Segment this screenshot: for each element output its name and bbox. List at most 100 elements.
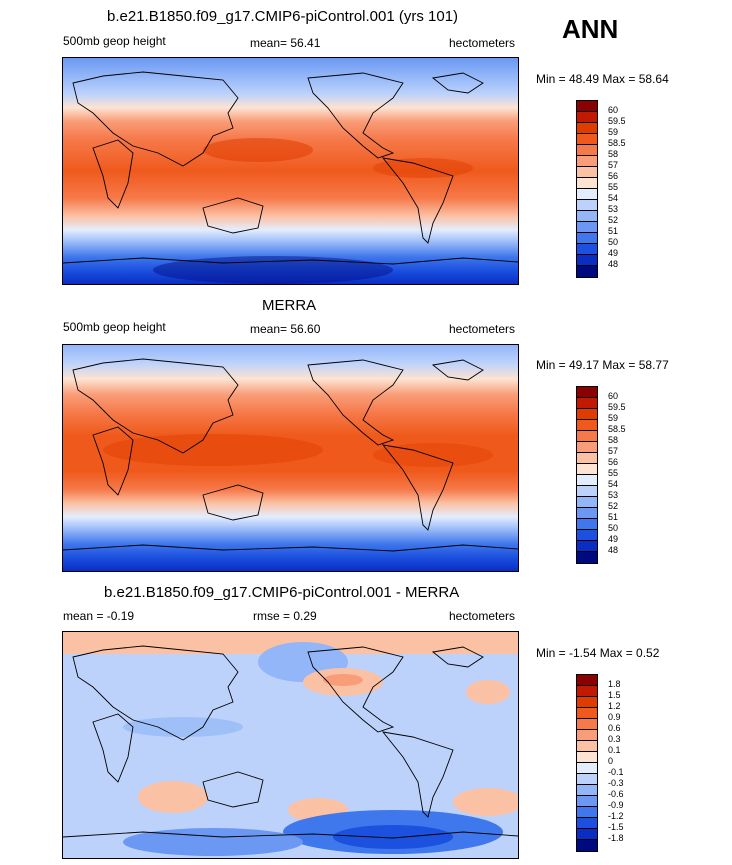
panel3-minmax-label: Min = -1.54 Max = 0.52	[536, 646, 660, 660]
panel2-cbar-box	[577, 552, 597, 563]
panel3-cbar-box	[577, 752, 597, 763]
panel2-cbar-box	[577, 431, 597, 442]
panel3-warm-npacific-core	[323, 674, 363, 686]
cbar-label: 59	[608, 413, 619, 423]
cbar-label: 1.5	[608, 690, 621, 700]
cbar-label: -1.5	[608, 822, 624, 832]
panel1-cbar-box	[577, 244, 597, 255]
panel3-cbar-box	[577, 829, 597, 840]
panel3-map	[62, 631, 519, 859]
panel1-cbar-box	[577, 266, 597, 277]
panel1-cbar-box	[577, 167, 597, 178]
panel1-field	[63, 58, 518, 284]
panel2-title: MERRA	[262, 297, 317, 314]
panel2-cbar-box	[577, 464, 597, 475]
cbar-label: 55	[608, 182, 619, 192]
cbar-label: 0	[608, 756, 614, 766]
cbar-label: 51	[608, 226, 619, 236]
cbar-label: -0.3	[608, 778, 624, 788]
cbar-label: -1.2	[608, 811, 624, 821]
panel2-cbar-box	[577, 497, 597, 508]
panel2-cbar-box	[577, 508, 597, 519]
cbar-label: -0.1	[608, 767, 624, 777]
panel2-map-svg	[63, 345, 518, 571]
panel3-map-svg	[63, 632, 518, 858]
panel2-colorbar	[576, 386, 598, 564]
panel3-cbar-box	[577, 741, 597, 752]
panel3-cold-tropics	[123, 717, 243, 737]
panel1-cbar-box	[577, 145, 597, 156]
panel2-cbar-box	[577, 420, 597, 431]
panel3-cbar-box	[577, 774, 597, 785]
cbar-label: 59.5	[608, 402, 626, 412]
panel1-cbar-box	[577, 200, 597, 211]
panel3-title: b.e21.B1850.f09_g17.CMIP6-piControl.001 …	[104, 584, 460, 601]
panel2-cbar-box	[577, 530, 597, 541]
panel2-field	[63, 345, 518, 571]
panel1-map-svg	[63, 58, 518, 284]
panel1-units-label: hectometers	[449, 36, 516, 50]
cbar-label: 55	[608, 468, 619, 478]
cbar-label: 50	[608, 237, 619, 247]
season-label: ANN	[562, 14, 619, 44]
cbar-label: 57	[608, 160, 619, 170]
panel1-warm-core-atlantic	[373, 158, 473, 178]
panel1-cbar-box	[577, 123, 597, 134]
panel3-mean-label: mean = -0.19	[63, 609, 135, 623]
panel3-cbar-box	[577, 730, 597, 741]
cbar-label: 58	[608, 149, 619, 159]
panel2-warm-core-atlantic	[373, 443, 493, 467]
cbar-label: 51	[608, 512, 619, 522]
cbar-label: 49	[608, 248, 619, 258]
panel3-cold-antarctic-core	[333, 825, 453, 849]
cbar-label: 56	[608, 171, 619, 181]
panel3-colorbar	[576, 674, 598, 852]
panel1-cbar-box	[577, 112, 597, 123]
panel1-cbar-box	[577, 101, 597, 112]
panel1-cbar-box	[577, 156, 597, 167]
panel2-cbar-box	[577, 519, 597, 530]
panel2-cbar-box	[577, 398, 597, 409]
panel3-cbar-box	[577, 686, 597, 697]
panel1-variable-label: 500mb geop height	[63, 34, 166, 48]
cbar-label: 58	[608, 435, 619, 445]
cbar-label: 0.6	[608, 723, 621, 733]
cbar-label: 49	[608, 534, 619, 544]
panel1-map	[62, 57, 519, 285]
panel3-cbar-box	[577, 807, 597, 818]
cbar-label: 58.5	[608, 138, 626, 148]
panel1-colorbar	[576, 100, 598, 278]
panel2-map	[62, 344, 519, 572]
cbar-label: 59	[608, 127, 619, 137]
panel3-cbar-box	[577, 840, 597, 851]
panel1-minmax-label: Min = 48.49 Max = 58.64	[536, 72, 669, 86]
cbar-label: 0.9	[608, 712, 621, 722]
panel2-cbar-box	[577, 409, 597, 420]
cbar-label: 48	[608, 259, 619, 269]
panel1-title: b.e21.B1850.f09_g17.CMIP6-piControl.001 …	[107, 8, 459, 25]
cbar-label: 54	[608, 479, 619, 489]
panel2-cbar-box	[577, 475, 597, 486]
cbar-label: 59.5	[608, 116, 626, 126]
panel2-warm-core	[103, 434, 323, 466]
cbar-label: 54	[608, 193, 619, 203]
panel2-coastlines	[63, 358, 518, 552]
panel2-mean-label: mean= 56.60	[250, 322, 321, 336]
panel1-cbar-box	[577, 222, 597, 233]
cbar-label: 52	[608, 501, 619, 511]
panel1-mean-label: mean= 56.41	[250, 36, 321, 50]
panel3-warm-natlantic	[466, 680, 510, 704]
cbar-label: -1.8	[608, 833, 624, 843]
panel3-coastlines	[63, 645, 518, 839]
panel1-cbar-box	[577, 233, 597, 244]
panel1-warm-core	[203, 138, 313, 162]
cbar-label: 60	[608, 391, 619, 401]
cbar-label: 0.1	[608, 745, 621, 755]
cbar-label: 58.5	[608, 424, 626, 434]
cbar-label: 48	[608, 545, 619, 555]
panel3-units-label: hectometers	[449, 609, 516, 623]
panel1-cbar-box	[577, 211, 597, 222]
panel2-variable-label: 500mb geop height	[63, 320, 166, 334]
cbar-label: -0.9	[608, 800, 624, 810]
panel2-cbar-box	[577, 387, 597, 398]
